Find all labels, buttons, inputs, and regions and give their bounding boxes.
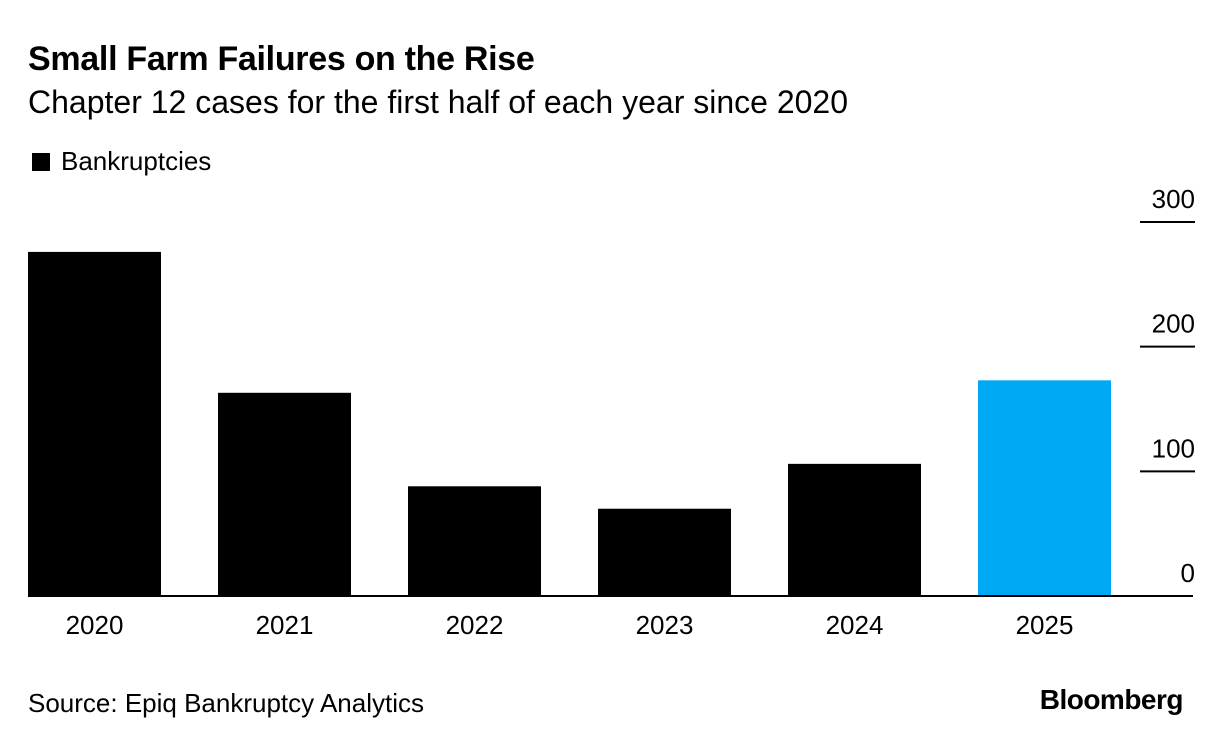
chart-subtitle: Chapter 12 cases for the first half of e… <box>28 84 849 120</box>
x-tick-label-2023: 2023 <box>636 610 694 640</box>
bloomberg-logo: Bloomberg <box>1039 684 1184 715</box>
y-tick-label-300: 300 <box>1152 184 1195 214</box>
bar-2025 <box>978 380 1111 596</box>
source-note: Source: Epiq Bankruptcy Analytics <box>28 688 424 718</box>
y-tick-label-0: 0 <box>1181 558 1195 588</box>
bar-2020 <box>28 251 161 597</box>
x-tick-label-2021: 2021 <box>256 610 314 640</box>
x-tick-label-2020: 2020 <box>66 610 124 640</box>
legend-swatch <box>32 152 50 171</box>
y-tick-label-100: 100 <box>1152 433 1195 463</box>
legend: Bankruptcies <box>32 146 211 177</box>
bar-2023 <box>598 508 731 596</box>
y-tick-label-200: 200 <box>1152 309 1195 339</box>
bar-2021 <box>218 392 351 596</box>
x-tick-label-2025: 2025 <box>1016 610 1074 640</box>
x-tick-label-2024: 2024 <box>826 610 884 640</box>
chart-title: Small Farm Failures on the Rise <box>28 40 535 78</box>
bar-2022 <box>408 486 541 596</box>
legend-label: Bankruptcies <box>61 146 212 176</box>
bar-2024 <box>788 463 921 596</box>
x-tick-label-2022: 2022 <box>446 610 504 640</box>
